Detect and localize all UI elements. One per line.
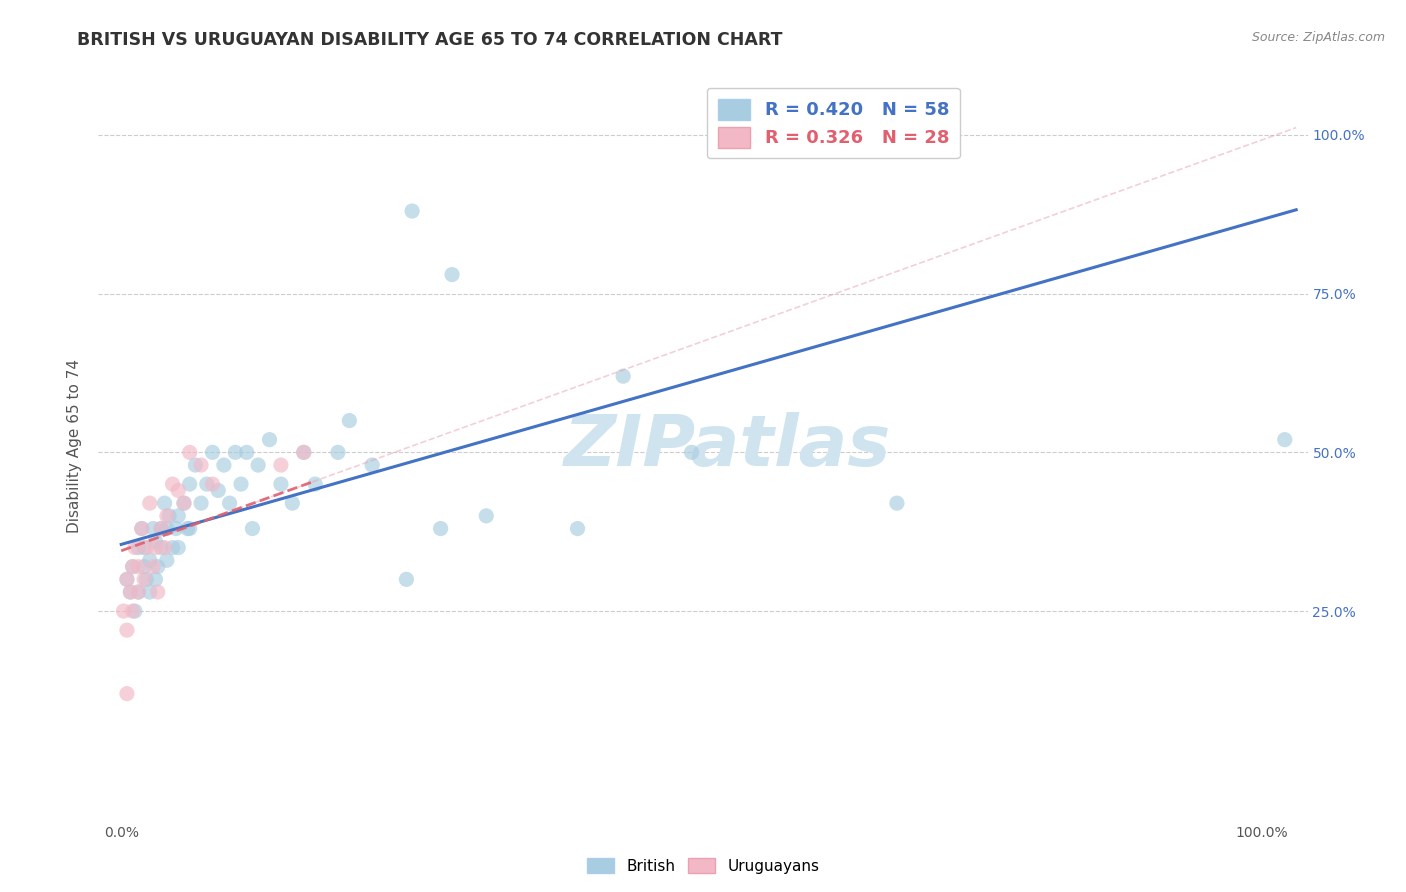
Point xyxy=(401,204,423,219)
Point xyxy=(167,483,190,498)
Point xyxy=(142,559,165,574)
Point xyxy=(135,541,157,555)
Point xyxy=(212,458,235,472)
Point xyxy=(167,541,190,555)
Point xyxy=(173,496,195,510)
Point xyxy=(127,541,149,555)
Point xyxy=(124,541,146,555)
Point xyxy=(218,496,240,510)
Point xyxy=(127,559,149,574)
Point xyxy=(131,522,153,536)
Point xyxy=(165,522,187,536)
Point xyxy=(224,445,246,459)
Point xyxy=(235,445,257,459)
Point xyxy=(145,572,167,586)
Point xyxy=(475,508,498,523)
Legend: R = 0.420   N = 58, R = 0.326   N = 28: R = 0.420 N = 58, R = 0.326 N = 28 xyxy=(707,88,960,159)
Point xyxy=(361,458,384,472)
Point xyxy=(201,477,224,491)
Point xyxy=(162,477,184,491)
Point xyxy=(247,458,270,472)
Point xyxy=(270,458,292,472)
Point xyxy=(121,559,143,574)
Point xyxy=(112,604,135,618)
Point xyxy=(201,445,224,459)
Point xyxy=(135,572,157,586)
Point xyxy=(195,477,218,491)
Point xyxy=(131,522,153,536)
Point xyxy=(176,522,198,536)
Point xyxy=(132,572,155,586)
Point xyxy=(127,585,149,599)
Point xyxy=(120,585,142,599)
Point xyxy=(304,477,326,491)
Point xyxy=(681,445,703,459)
Point xyxy=(157,508,180,523)
Point xyxy=(153,496,176,510)
Y-axis label: Disability Age 65 to 74: Disability Age 65 to 74 xyxy=(67,359,83,533)
Text: ZIPatlas: ZIPatlas xyxy=(564,411,891,481)
Point xyxy=(156,508,179,523)
Point xyxy=(120,585,142,599)
Point xyxy=(190,458,212,472)
Point xyxy=(179,477,201,491)
Point xyxy=(270,477,292,491)
Point xyxy=(132,559,155,574)
Point xyxy=(337,414,360,428)
Point xyxy=(124,604,146,618)
Point xyxy=(146,559,169,574)
Point xyxy=(156,522,179,536)
Point xyxy=(150,541,173,555)
Point xyxy=(184,458,207,472)
Point xyxy=(395,572,418,586)
Point xyxy=(142,522,165,536)
Point xyxy=(139,496,162,510)
Point xyxy=(150,522,173,536)
Point xyxy=(115,623,138,637)
Point xyxy=(190,496,212,510)
Point xyxy=(281,496,304,510)
Point xyxy=(115,572,138,586)
Point xyxy=(139,553,162,567)
Point xyxy=(146,585,169,599)
Point xyxy=(179,445,201,459)
Point xyxy=(173,496,195,510)
Point xyxy=(229,477,252,491)
Point xyxy=(127,585,149,599)
Point xyxy=(145,534,167,549)
Point xyxy=(612,369,634,384)
Point xyxy=(292,445,315,459)
Point xyxy=(150,522,173,536)
Point xyxy=(145,541,167,555)
Legend: British, Uruguayans: British, Uruguayans xyxy=(581,852,825,880)
Point xyxy=(567,522,589,536)
Point xyxy=(162,541,184,555)
Point xyxy=(326,445,349,459)
Text: Source: ZipAtlas.com: Source: ZipAtlas.com xyxy=(1251,31,1385,45)
Point xyxy=(242,522,264,536)
Point xyxy=(132,541,155,555)
Point xyxy=(259,433,281,447)
Point xyxy=(156,553,179,567)
Point xyxy=(167,508,190,523)
Point xyxy=(207,483,229,498)
Text: BRITISH VS URUGUAYAN DISABILITY AGE 65 TO 74 CORRELATION CHART: BRITISH VS URUGUAYAN DISABILITY AGE 65 T… xyxy=(77,31,783,49)
Point xyxy=(179,522,201,536)
Point xyxy=(115,687,138,701)
Point xyxy=(429,522,451,536)
Point xyxy=(121,559,143,574)
Point xyxy=(153,541,176,555)
Point xyxy=(292,445,315,459)
Point xyxy=(115,572,138,586)
Point xyxy=(121,604,143,618)
Point xyxy=(886,496,908,510)
Point xyxy=(1274,433,1296,447)
Point xyxy=(139,585,162,599)
Point xyxy=(441,268,464,282)
